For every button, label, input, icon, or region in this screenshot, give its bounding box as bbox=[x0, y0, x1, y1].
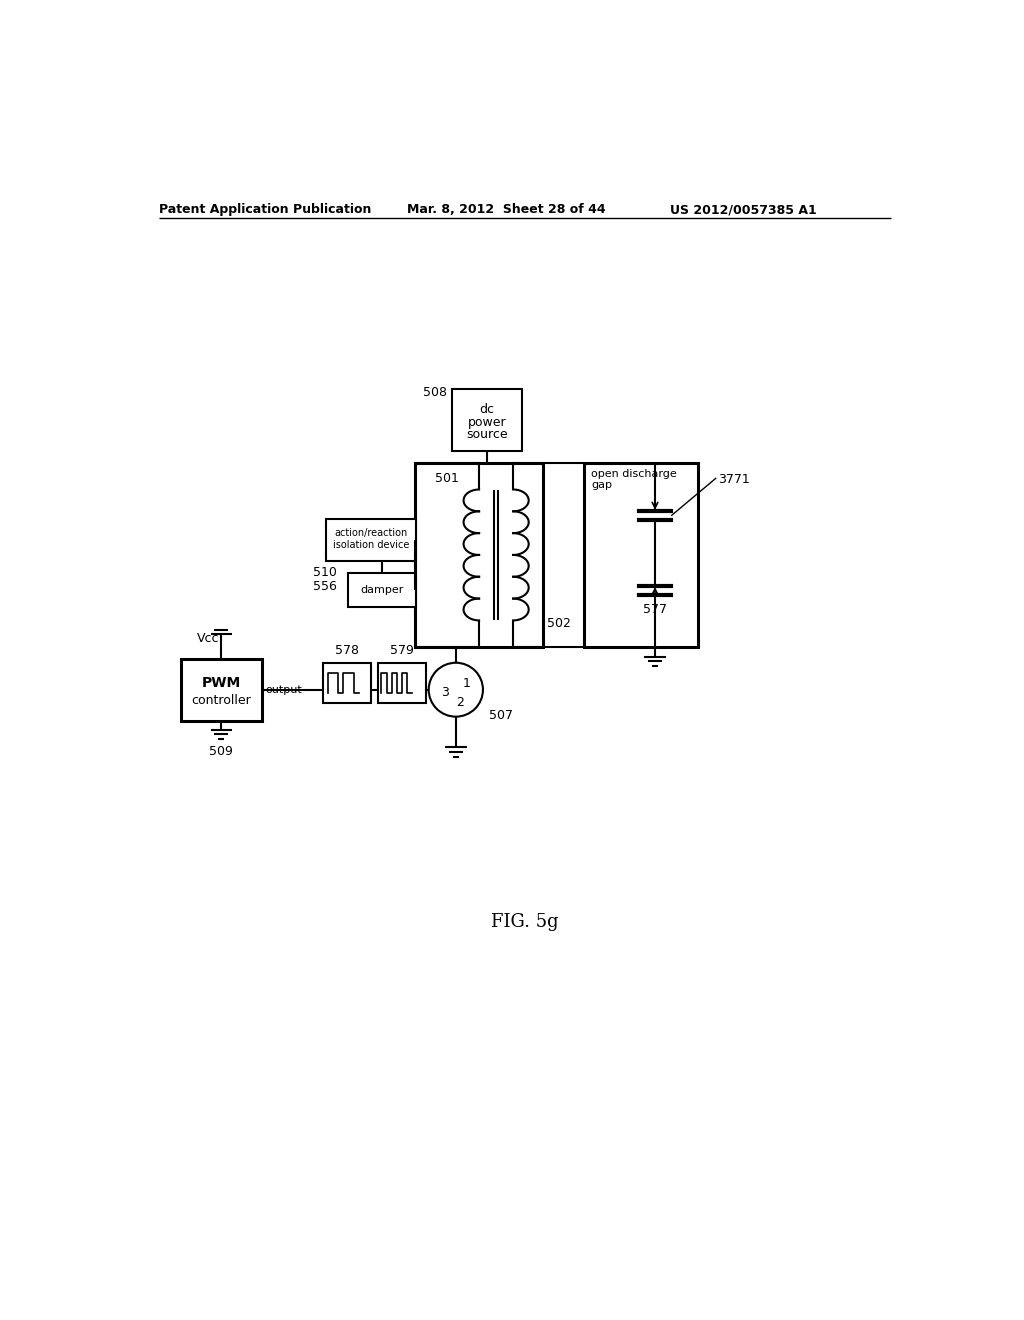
Text: 1: 1 bbox=[463, 677, 471, 690]
Text: 507: 507 bbox=[489, 709, 513, 722]
Text: controller: controller bbox=[191, 694, 251, 708]
Text: source: source bbox=[466, 428, 508, 441]
Text: 509: 509 bbox=[210, 744, 233, 758]
Text: 510: 510 bbox=[313, 566, 337, 579]
Bar bbox=[415, 462, 543, 647]
Text: dc: dc bbox=[479, 404, 495, 416]
Text: open discharge: open discharge bbox=[592, 469, 677, 479]
Text: action/reaction: action/reaction bbox=[335, 528, 408, 539]
Text: output: output bbox=[265, 685, 302, 694]
Text: 579: 579 bbox=[390, 644, 414, 656]
Text: 3: 3 bbox=[441, 686, 449, 700]
Bar bbox=[378, 663, 426, 702]
Text: 508: 508 bbox=[423, 385, 447, 399]
Text: FIG. 5g: FIG. 5g bbox=[490, 913, 559, 931]
Bar bbox=[584, 462, 698, 647]
Text: damper: damper bbox=[360, 585, 403, 594]
Text: gap: gap bbox=[592, 480, 612, 490]
Bar bbox=[348, 573, 416, 607]
Text: isolation device: isolation device bbox=[333, 540, 410, 550]
Text: 577: 577 bbox=[643, 603, 667, 615]
Bar bbox=[180, 659, 262, 721]
Text: US 2012/0057385 A1: US 2012/0057385 A1 bbox=[671, 203, 817, 216]
Text: Vcc: Vcc bbox=[197, 632, 219, 645]
Text: 502: 502 bbox=[547, 616, 570, 630]
Bar bbox=[327, 519, 416, 561]
Text: power: power bbox=[468, 416, 506, 429]
Text: 2: 2 bbox=[457, 696, 465, 709]
Bar bbox=[324, 663, 372, 702]
Text: PWM: PWM bbox=[202, 676, 241, 690]
Text: 3771: 3771 bbox=[719, 473, 751, 486]
Text: 501: 501 bbox=[435, 471, 459, 484]
Text: Mar. 8, 2012  Sheet 28 of 44: Mar. 8, 2012 Sheet 28 of 44 bbox=[407, 203, 605, 216]
Text: 556: 556 bbox=[313, 581, 337, 594]
Text: 578: 578 bbox=[335, 644, 359, 656]
Text: Patent Application Publication: Patent Application Publication bbox=[159, 203, 372, 216]
Bar bbox=[452, 389, 521, 451]
